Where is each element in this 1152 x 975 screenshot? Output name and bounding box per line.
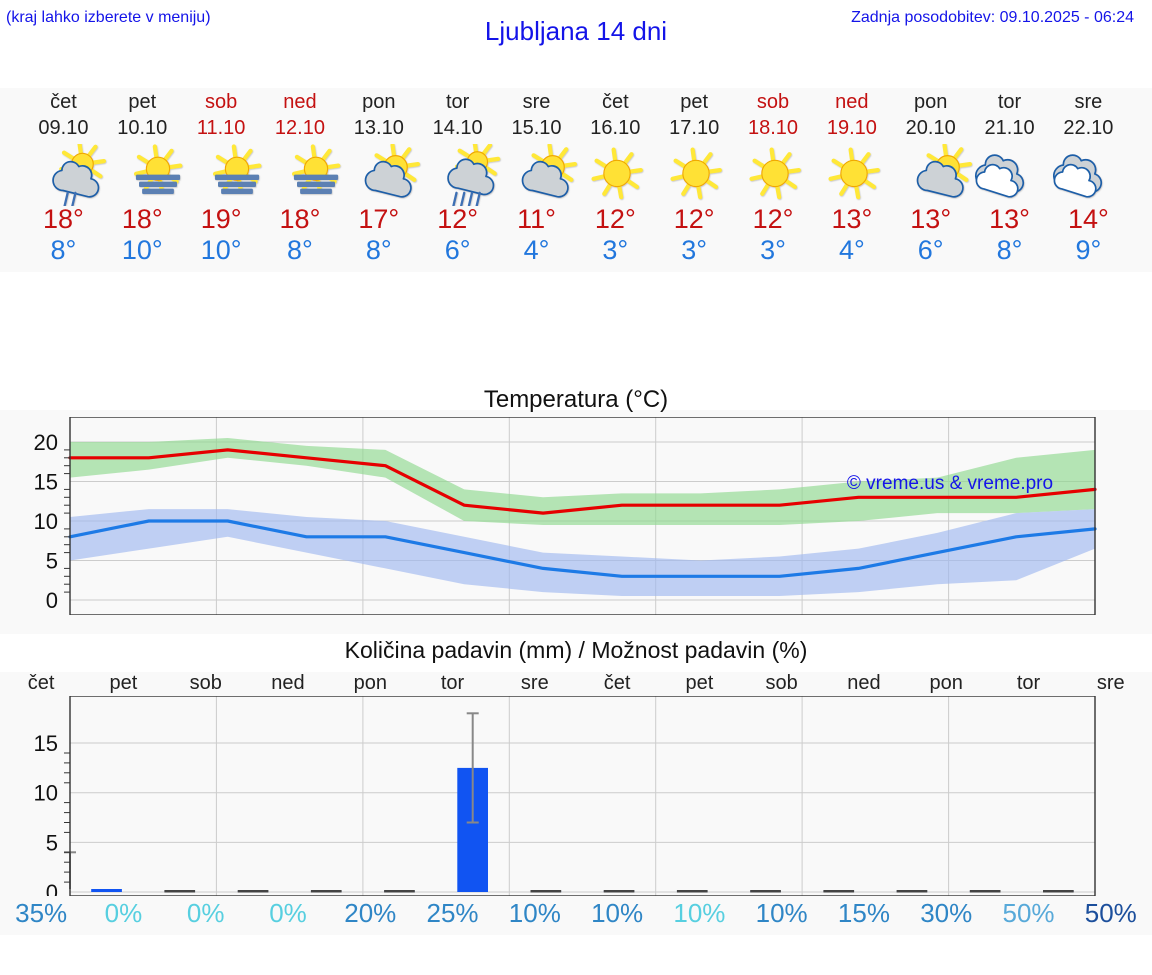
svg-text:0: 0 (46, 880, 58, 896)
svg-text:15: 15 (34, 731, 58, 756)
svg-text:5: 5 (46, 549, 58, 574)
svg-text:5: 5 (46, 830, 58, 855)
svg-text:10: 10 (34, 509, 58, 534)
svg-text:20: 20 (34, 430, 58, 455)
svg-text:0: 0 (46, 588, 58, 613)
svg-text:© vreme.us & vreme.pro: © vreme.us & vreme.pro (847, 473, 1053, 494)
svg-text:10: 10 (34, 781, 58, 806)
svg-text:15: 15 (34, 470, 58, 495)
